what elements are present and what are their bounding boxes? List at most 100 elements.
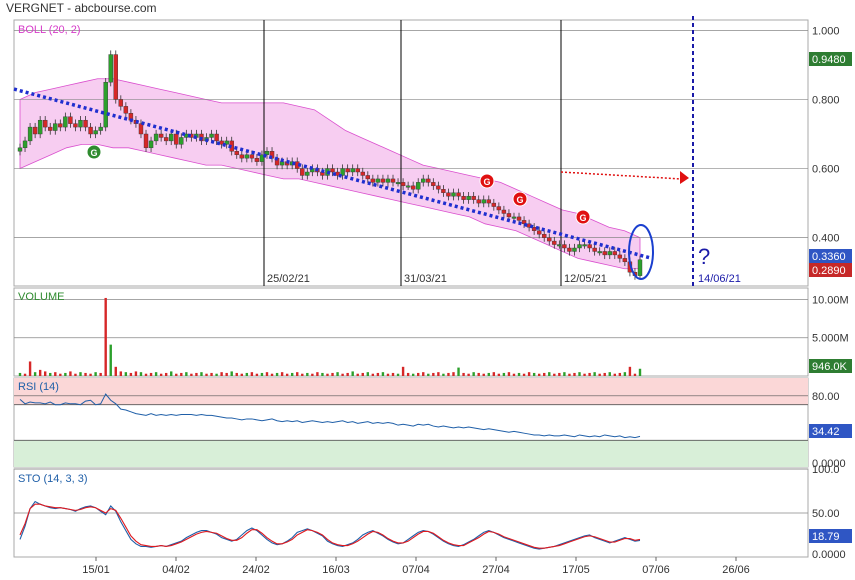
- rsi-badge-label: 34.42: [812, 426, 840, 438]
- rsi-overbought-zone: [14, 378, 808, 405]
- candle-body: [572, 247, 577, 252]
- candle-body: [78, 119, 83, 128]
- volume-bar: [316, 372, 319, 376]
- volume-bar: [185, 372, 188, 376]
- rsi-line: [19, 393, 641, 439]
- candle-body: [476, 199, 481, 204]
- volume-bar: [225, 372, 228, 376]
- candle-body: [536, 230, 542, 235]
- volume-bar: [290, 372, 294, 376]
- volume-bar: [583, 373, 586, 376]
- volume-bar: [84, 372, 87, 376]
- candle-body: [88, 126, 93, 135]
- candle-body: [436, 185, 441, 190]
- candle-body: [486, 199, 491, 204]
- candle-body: [153, 133, 159, 142]
- candle-body: [416, 182, 421, 190]
- candle-body: [98, 126, 103, 131]
- volume-bar: [144, 373, 148, 376]
- volume-bar: [532, 372, 536, 376]
- signal-badge: [575, 209, 591, 225]
- volume-bar: [396, 373, 400, 376]
- volume-bar: [245, 372, 249, 376]
- volume-bar: [386, 373, 390, 376]
- candle-body: [587, 244, 592, 249]
- candle-body: [158, 133, 164, 138]
- candle-body: [239, 154, 244, 159]
- candle-body: [48, 126, 53, 131]
- price-badge: [809, 249, 852, 263]
- volume-badge: [809, 359, 852, 373]
- price-badge-label: 0.3360: [812, 251, 846, 263]
- candle-body: [421, 178, 426, 183]
- volume-bar: [235, 372, 238, 376]
- boll-label: BOLL (20, 2): [18, 24, 81, 36]
- candle-body: [254, 157, 260, 162]
- volume-bar: [391, 372, 395, 376]
- volume-bar: [628, 366, 632, 376]
- signal-badge-label: G: [516, 195, 523, 205]
- candle-body: [305, 171, 310, 176]
- signal-badge: [479, 173, 495, 189]
- volume-bar: [341, 373, 344, 376]
- candle-body: [244, 154, 250, 159]
- volume-bar: [230, 371, 233, 376]
- signal-badge: [86, 144, 102, 160]
- volume-bar: [59, 373, 62, 376]
- candle-body: [22, 140, 28, 149]
- volume-bar: [33, 372, 37, 376]
- candle-body: [113, 54, 118, 100]
- volume-bar: [411, 373, 415, 376]
- volume-bar: [114, 366, 117, 376]
- future-marker-label: 14/06/21: [698, 273, 741, 285]
- candle-body: [375, 178, 381, 183]
- volume-bar: [527, 372, 531, 376]
- volume-bar: [638, 368, 642, 376]
- trend-line: [13, 87, 653, 261]
- volume-bar: [618, 372, 622, 376]
- candle-body: [365, 175, 371, 180]
- volume-bar: [200, 372, 203, 376]
- candle-body: [557, 244, 562, 247]
- volume-bar: [220, 372, 223, 376]
- volume-bar: [280, 372, 284, 376]
- volume-bar: [623, 372, 627, 376]
- volume-bar: [613, 373, 616, 376]
- projection-arrowhead: [680, 171, 689, 184]
- date-marker-label: 25/02/21: [267, 273, 310, 285]
- candle-body: [174, 133, 179, 145]
- rsi-tick-label: 80.00: [812, 391, 840, 403]
- volume-bar: [588, 372, 591, 376]
- candle-body: [597, 251, 602, 254]
- candle-body: [259, 154, 265, 162]
- sto-tick-label: 0.0000: [812, 549, 846, 561]
- volume-bar: [205, 373, 208, 376]
- candle-body: [400, 182, 406, 187]
- chart-title: VERGNET - abcbourse.com: [6, 1, 157, 15]
- projection-arrow-line: [560, 171, 683, 180]
- volume-badge-label: 946.0K: [812, 361, 848, 373]
- candle-body: [370, 178, 376, 183]
- volume-bar: [472, 372, 475, 376]
- future-marker-symbol: ?: [698, 244, 710, 269]
- candle-body: [506, 213, 512, 218]
- volume-bar: [537, 373, 541, 376]
- panel-frame-main: [13, 19, 809, 287]
- volume-bar: [190, 373, 193, 376]
- volume-bar: [109, 344, 112, 376]
- volume-bar: [306, 372, 309, 376]
- candle-body: [385, 178, 391, 183]
- volume-bar: [301, 373, 304, 376]
- volume-tick-label: 10.00M: [812, 294, 849, 306]
- candle-body: [32, 126, 38, 135]
- volume-label: VOLUME: [18, 291, 64, 303]
- price-badge: [809, 52, 852, 66]
- candle-body: [431, 182, 436, 187]
- candle-body: [481, 199, 486, 204]
- candle-body: [456, 192, 461, 197]
- candle-body: [562, 244, 567, 249]
- volume-bar: [522, 373, 526, 376]
- x-tick-label: 15/01: [82, 564, 110, 576]
- volume-bar: [548, 372, 551, 376]
- candle-body: [224, 140, 229, 145]
